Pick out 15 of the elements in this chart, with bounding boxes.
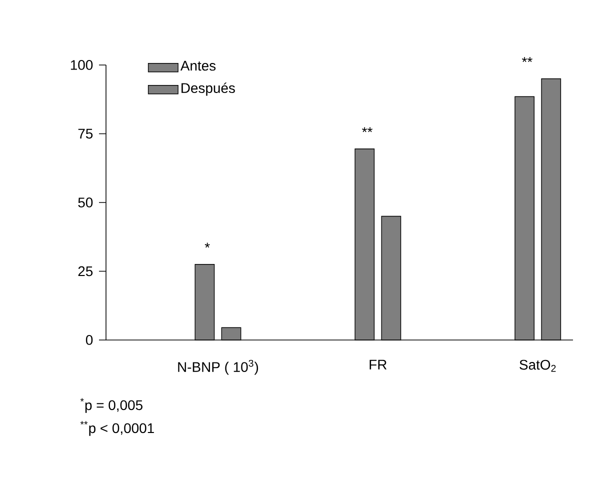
y-tick-label: 100 xyxy=(70,60,93,70)
y-tick-label: 75 xyxy=(78,128,93,139)
annotation: ** xyxy=(362,127,372,132)
x-tick-label: SatO$_{2}$ xyxy=(520,360,556,372)
annotation: * xyxy=(204,242,210,248)
text: $^{*}$p = 0,005 xyxy=(80,398,142,413)
legend-label: Antes xyxy=(180,60,216,71)
x-tick-label: FR xyxy=(370,360,387,370)
y-tick-label: 0 xyxy=(86,335,93,345)
text: ** xyxy=(522,57,532,62)
text: $^{**}$p < 0,0001 xyxy=(80,421,154,436)
x-tick-label: N-BNP ( 10$^{3}$) xyxy=(178,360,258,375)
legend-label: Después xyxy=(182,82,235,96)
y-tick-label: 25 xyxy=(78,266,93,276)
y-tick-label: 50 xyxy=(78,198,93,208)
